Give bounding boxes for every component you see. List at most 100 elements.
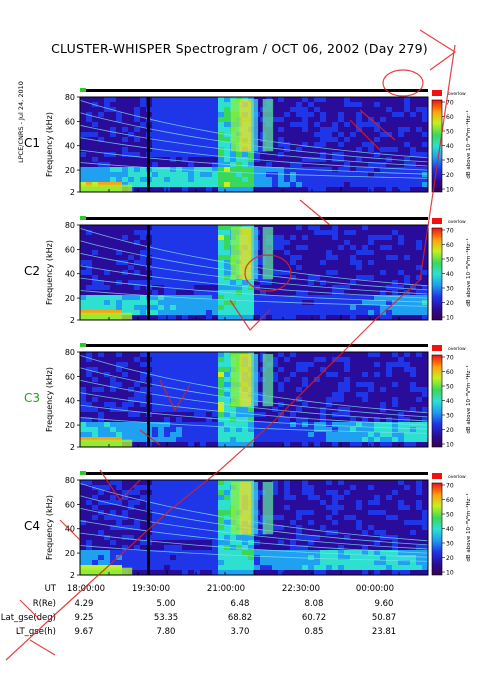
- lowfreq-emission: [80, 184, 133, 192]
- ytick-label: 2: [70, 571, 75, 580]
- colorbar-label: dB above 10⁻⁸V²m⁻²Hz⁻¹: [465, 238, 472, 306]
- ytick-label: 40: [65, 270, 75, 279]
- ephem-value: 6.48: [231, 599, 250, 609]
- ytick-label: 80: [65, 348, 75, 357]
- coverage-marker: [80, 343, 86, 347]
- colorbar-tick-label: 40: [446, 271, 454, 278]
- colorbar-tick-label: 40: [446, 526, 454, 533]
- ylabel: Frequency (kHz): [45, 495, 54, 560]
- ephem-value: 68.82: [228, 613, 252, 623]
- colorbar-tick-label: 10: [446, 442, 454, 449]
- colorbar-tick-label: 60: [446, 242, 454, 249]
- chart-title: CLUSTER-WHISPER Spectrogram / OCT 06, 20…: [51, 41, 428, 56]
- lowfreq-emission: [80, 312, 133, 320]
- coverage-marker: [80, 88, 86, 92]
- ytick-label: 20: [65, 166, 75, 175]
- ephem-row-label: Lat_gse(deg): [1, 613, 56, 623]
- ephem-value: 5.00: [157, 599, 176, 609]
- ephem-value: 19:30:00: [132, 584, 170, 594]
- ephem-value: 9.25: [75, 613, 94, 623]
- colorbar: [431, 99, 443, 193]
- colorbar-tick-label: 50: [446, 129, 454, 136]
- colorbar-overflow-swatch: [432, 218, 442, 224]
- colorbar-tick-label: 40: [446, 398, 454, 405]
- colorbar-overflow-label: overlow: [448, 474, 466, 480]
- colorbar-tick-label: 30: [446, 541, 454, 548]
- ytick-label: 80: [65, 93, 75, 102]
- ytick-label: 60: [65, 245, 75, 254]
- colorbar: [431, 354, 443, 448]
- ephem-value: 53.35: [154, 613, 178, 623]
- panel-label-c1: C1: [24, 136, 40, 150]
- ytick-label: 2: [70, 443, 75, 452]
- data-gap-line: [147, 352, 150, 447]
- colorbar-tick-label: 70: [446, 228, 454, 235]
- colorbar-tick-label: 60: [446, 114, 454, 121]
- colorbar-tick-label: 10: [446, 570, 454, 577]
- colorbar-overflow-label: overlow: [448, 91, 466, 97]
- ephem-value: 3.70: [231, 627, 250, 637]
- panel-label-c3: C3: [24, 391, 40, 405]
- colorbar-tick-label: 50: [446, 512, 454, 519]
- ylabel: Frequency (kHz): [45, 240, 54, 305]
- colorbar-label: dB above 10⁻⁸V²m⁻²Hz⁻¹: [465, 110, 472, 178]
- ytick-label: 60: [65, 500, 75, 509]
- data-gap-line: [147, 97, 150, 192]
- colorbar-tick-label: 10: [446, 315, 454, 322]
- colorbar-overflow-swatch: [432, 473, 442, 479]
- colorbar-tick-label: 40: [446, 143, 454, 150]
- colorbar: [431, 227, 443, 321]
- panel-label-c4: C4: [24, 519, 40, 533]
- colorbar-tick-label: 20: [446, 427, 454, 434]
- ytick-label: 20: [65, 294, 75, 303]
- ytick-label: 40: [65, 397, 75, 406]
- data-gap-line: [147, 225, 150, 320]
- colorbar-tick-label: 30: [446, 286, 454, 293]
- ephem-value: 0.85: [305, 627, 324, 637]
- burst-features: [80, 99, 274, 192]
- ylabel: Frequency (kHz): [45, 367, 54, 432]
- spectrogram-cells: [80, 352, 429, 448]
- ytick-label: 2: [70, 316, 75, 325]
- colorbar-tick-label: 20: [446, 172, 454, 179]
- ytick-label: 2: [70, 188, 75, 197]
- ephem-value: 50.87: [372, 613, 396, 623]
- colorbar-tick-label: 50: [446, 257, 454, 264]
- ytick-label: 20: [65, 421, 75, 430]
- data-gap-line: [147, 480, 150, 575]
- ytick-label: 80: [65, 221, 75, 230]
- ephem-value: 18:00:00: [67, 584, 105, 594]
- colorbar-tick-label: 50: [446, 384, 454, 391]
- ephem-value: 22:30:00: [282, 584, 320, 594]
- ephem-row-label: R(Re): [33, 599, 56, 609]
- ephem-value: 9.60: [375, 599, 394, 609]
- colorbar-label: dB above 10⁻⁸V²m⁻²Hz⁻¹: [465, 493, 472, 561]
- colorbar-tick-label: 60: [446, 369, 454, 376]
- colorbar-tick-label: 70: [446, 100, 454, 107]
- ephem-value: 8.08: [305, 599, 324, 609]
- ytick-label: 20: [65, 549, 75, 558]
- ephem-value: 60.72: [302, 613, 326, 623]
- panel-c3: 2 20 40 60 80 Frequency (kHz) C3 overlow 70 60 50 4…: [24, 343, 472, 452]
- ylabel: Frequency (kHz): [45, 112, 54, 177]
- colorbar-tick-label: 30: [446, 158, 454, 165]
- lowfreq-emission: [80, 439, 133, 447]
- panel-c2: 2 20 40 60 80 Frequency (kHz) C2 overlow 70 60 50 4…: [24, 216, 472, 325]
- colorbar-tick-label: 70: [446, 483, 454, 490]
- ephem-value: 7.80: [157, 627, 176, 637]
- colorbar-tick-label: 70: [446, 355, 454, 362]
- burst-features: [80, 482, 274, 575]
- ytick-label: 60: [65, 372, 75, 381]
- coverage-bar: [80, 89, 428, 92]
- colorbar-overflow-label: overlow: [448, 346, 466, 352]
- ephem-value: 23.81: [372, 627, 396, 637]
- panel-c1: 2 20 40 60 80 Frequency (kHz) C1 overlow 70 60 50 4…: [24, 88, 472, 197]
- ephem-row-label: UT: [45, 584, 57, 594]
- panel-label-c2: C2: [24, 264, 40, 278]
- colorbar-overflow-label: overlow: [448, 219, 466, 225]
- ytick-label: 80: [65, 476, 75, 485]
- burst-features: [80, 227, 274, 320]
- coverage-bar: [80, 217, 428, 220]
